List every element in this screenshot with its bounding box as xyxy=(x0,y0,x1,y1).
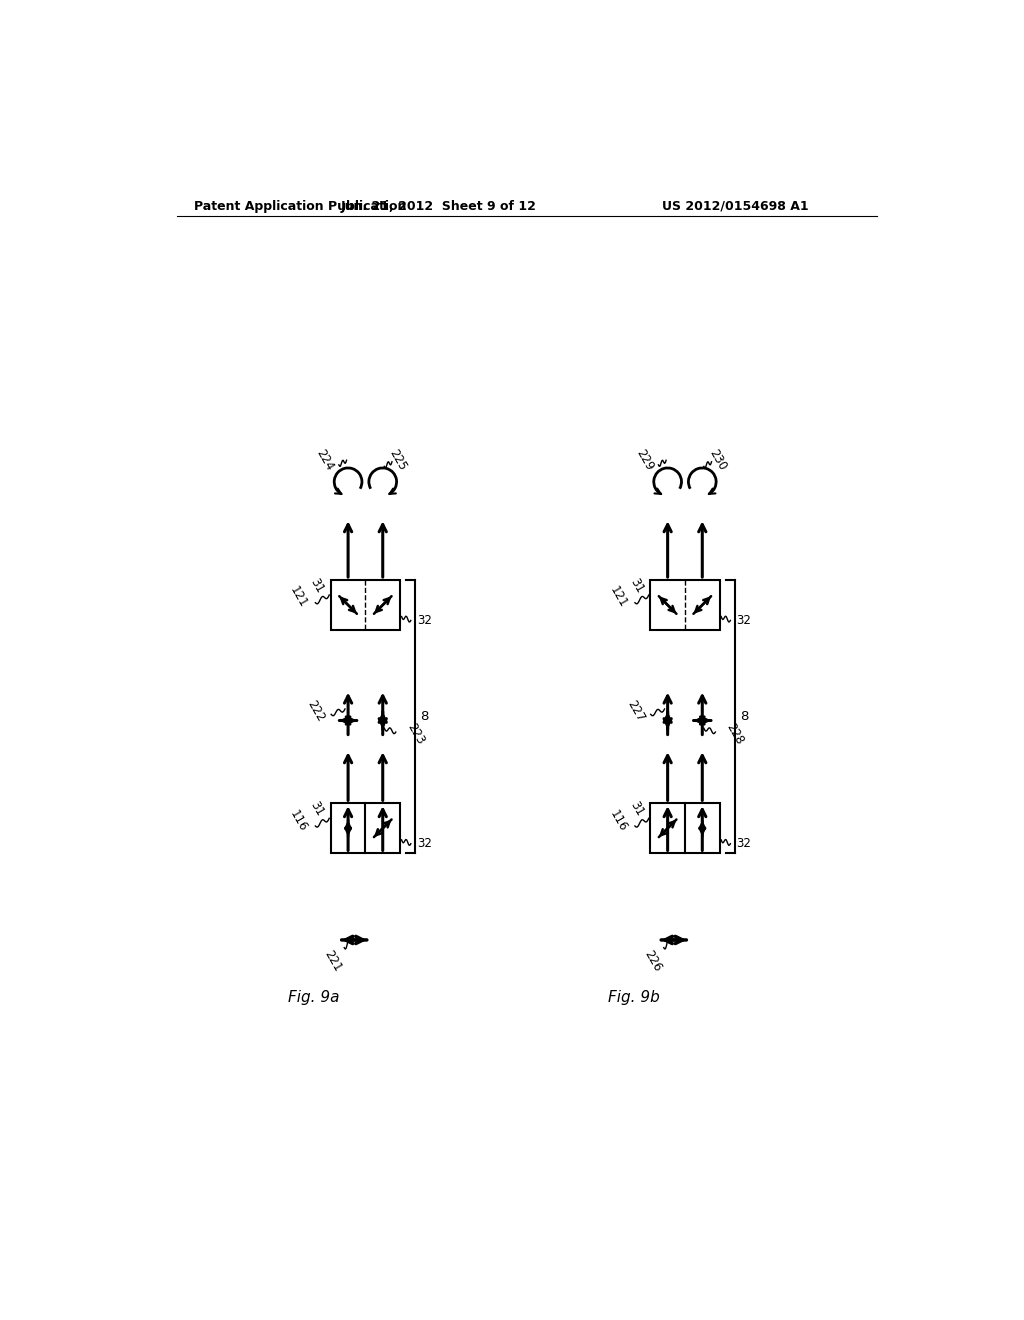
Bar xyxy=(331,579,400,630)
Text: 32: 32 xyxy=(417,837,432,850)
Text: 32: 32 xyxy=(736,614,752,627)
Text: 223: 223 xyxy=(404,722,427,747)
Text: 31: 31 xyxy=(627,576,646,595)
Text: Fig. 9a: Fig. 9a xyxy=(289,990,340,1006)
Text: 228: 228 xyxy=(724,722,746,747)
Text: Fig. 9b: Fig. 9b xyxy=(608,990,659,1006)
Text: 224: 224 xyxy=(313,447,336,474)
Text: 226: 226 xyxy=(641,948,664,974)
Text: 8: 8 xyxy=(420,710,428,723)
Text: Jun. 21, 2012  Sheet 9 of 12: Jun. 21, 2012 Sheet 9 of 12 xyxy=(341,199,537,213)
Text: 221: 221 xyxy=(322,948,344,974)
Text: 31: 31 xyxy=(307,576,327,595)
Text: 116: 116 xyxy=(287,808,309,834)
Text: 121: 121 xyxy=(287,585,309,610)
Bar xyxy=(650,804,720,853)
Text: 32: 32 xyxy=(417,614,432,627)
Text: 8: 8 xyxy=(739,710,748,723)
Bar xyxy=(331,804,400,853)
Bar xyxy=(650,579,720,630)
Text: 116: 116 xyxy=(606,808,629,834)
Text: 222: 222 xyxy=(304,698,327,725)
Text: 31: 31 xyxy=(307,800,327,818)
Text: 225: 225 xyxy=(387,447,409,473)
Text: 121: 121 xyxy=(606,585,629,610)
Text: 230: 230 xyxy=(707,447,728,473)
Text: 32: 32 xyxy=(736,837,752,850)
Text: 31: 31 xyxy=(627,800,646,818)
Text: 227: 227 xyxy=(624,698,646,725)
Text: 229: 229 xyxy=(633,447,655,474)
Text: US 2012/0154698 A1: US 2012/0154698 A1 xyxy=(662,199,809,213)
Text: Patent Application Publication: Patent Application Publication xyxy=(195,199,407,213)
